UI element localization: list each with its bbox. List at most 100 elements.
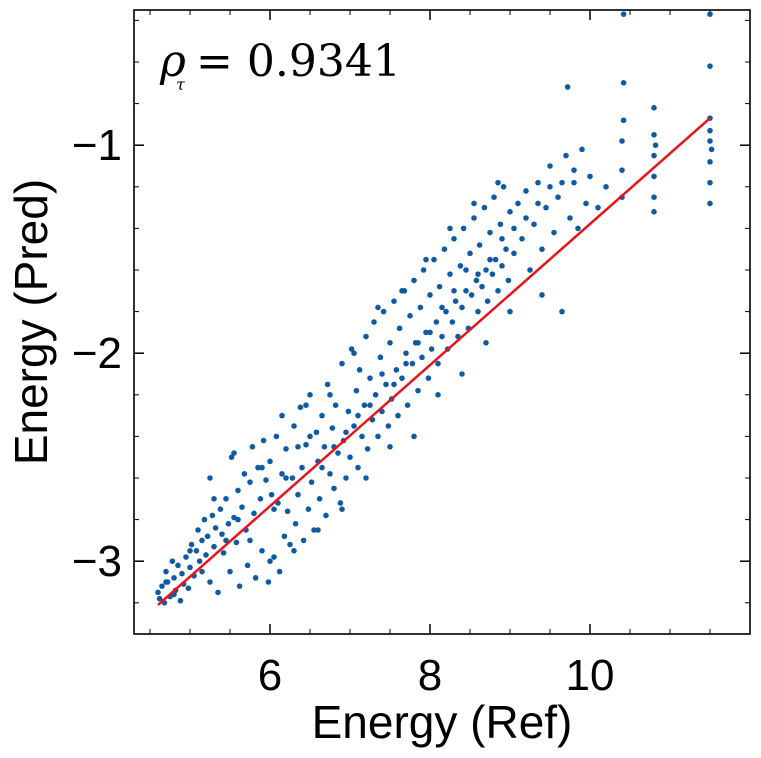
data-point: [347, 454, 353, 461]
data-point: [511, 225, 517, 232]
data-point: [707, 11, 713, 17]
data-point: [220, 550, 227, 556]
data-point: [279, 471, 285, 477]
data-point: [156, 595, 163, 602]
data-point: [259, 548, 265, 554]
data-point: [300, 537, 307, 544]
data-point: [511, 250, 517, 257]
data-point: [345, 408, 352, 415]
data-point: [507, 308, 513, 315]
data-point: [367, 402, 373, 409]
data-point: [471, 215, 477, 221]
data-point: [539, 246, 545, 252]
data-point: [281, 533, 288, 540]
data-point: [217, 506, 224, 512]
x-axis-label: Energy (Ref): [312, 696, 573, 748]
data-point: [377, 354, 384, 361]
data-point: [303, 441, 309, 448]
data-point: [223, 496, 229, 502]
data-point: [393, 367, 400, 373]
correlation-annotation: ρ τ = 0.9341: [159, 36, 401, 94]
data-point: [551, 229, 557, 236]
data-point: [223, 537, 229, 544]
data-point: [351, 423, 357, 429]
data-point: [527, 267, 533, 273]
y-tick-label: −2: [72, 329, 122, 378]
x-tick-label: 6: [258, 651, 282, 700]
data-point: [409, 360, 416, 367]
data-point: [439, 333, 445, 340]
data-point: [215, 589, 221, 596]
data-point: [423, 256, 429, 263]
data-point: [651, 194, 657, 200]
data-point: [587, 173, 593, 180]
data-point: [387, 444, 393, 450]
data-point: [463, 288, 469, 294]
data-point: [431, 256, 437, 263]
data-point: [399, 375, 405, 381]
data-point: [652, 142, 659, 148]
data-point: [443, 308, 449, 315]
data-point: [475, 271, 481, 277]
data-point: [283, 446, 289, 452]
data-point: [363, 333, 369, 340]
data-point: [708, 146, 715, 153]
data-point: [273, 433, 280, 440]
data-point: [571, 167, 577, 173]
data-point: [292, 520, 299, 527]
data-point: [367, 375, 373, 381]
data-point: [241, 471, 248, 477]
data-point: [339, 506, 345, 512]
data-point: [295, 491, 301, 498]
data-point: [523, 215, 529, 221]
data-point: [324, 381, 331, 388]
data-point: [415, 387, 421, 394]
data-point: [303, 402, 309, 409]
data-point: [203, 552, 209, 558]
data-point: [535, 179, 541, 186]
data-point: [267, 558, 273, 564]
data-point: [451, 288, 457, 294]
data-point: [619, 138, 625, 144]
data-point: [491, 194, 497, 200]
data-point: [620, 11, 627, 17]
data-point: [571, 179, 577, 186]
data-point: [503, 246, 509, 252]
data-point: [311, 527, 317, 533]
data-points: [155, 11, 715, 606]
data-point: [307, 392, 313, 398]
data-point: [399, 288, 405, 294]
data-point: [375, 433, 381, 440]
data-point: [247, 479, 253, 485]
data-point: [268, 491, 275, 498]
data-point: [515, 200, 521, 207]
x-tick-label: 8: [418, 651, 442, 700]
data-point: [219, 531, 225, 537]
data-point: [188, 541, 195, 548]
data-point: [249, 444, 256, 450]
data-point: [315, 527, 321, 533]
data-point: [228, 454, 235, 461]
data-point: [297, 404, 304, 411]
data-point: [204, 533, 211, 540]
data-point: [284, 508, 291, 515]
data-point: [244, 562, 251, 569]
data-point: [484, 298, 491, 305]
data-point: [500, 184, 507, 190]
data-point: [383, 381, 389, 388]
data-point: [299, 464, 305, 471]
data-point: [159, 583, 165, 589]
data-point: [171, 575, 177, 581]
data-point: [547, 184, 553, 190]
data-point: [457, 263, 464, 269]
data-point: [327, 471, 333, 477]
data-point: [403, 350, 409, 357]
data-point: [707, 159, 713, 165]
data-point: [179, 570, 185, 577]
data-point: [195, 527, 201, 533]
data-point: [355, 464, 361, 471]
data-point: [169, 558, 176, 564]
data-point: [435, 360, 441, 367]
data-point: [559, 308, 565, 315]
data-point: [620, 80, 627, 86]
